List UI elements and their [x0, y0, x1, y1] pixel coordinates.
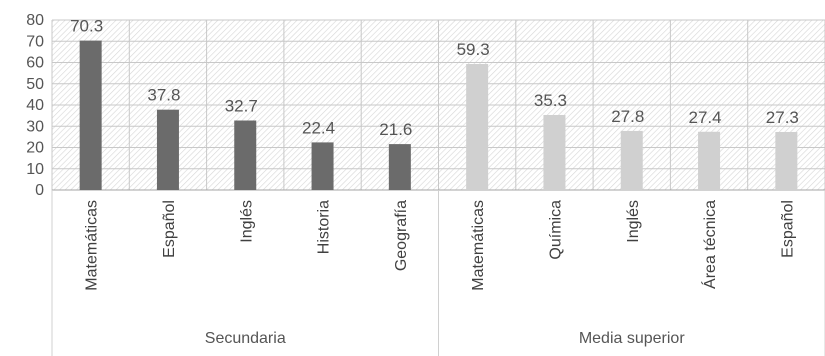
- category-label: Inglés: [625, 200, 642, 243]
- category-label: Historia: [316, 200, 333, 254]
- category-label: Español: [779, 200, 796, 258]
- bar: [156, 109, 179, 190]
- bar: [466, 63, 489, 190]
- y-tick-label: 0: [35, 182, 44, 199]
- bar: [234, 120, 257, 190]
- bar: [775, 131, 798, 190]
- data-label: 27.8: [611, 107, 644, 126]
- category-label: Matemáticas: [470, 200, 487, 291]
- y-tick-label: 50: [26, 76, 44, 93]
- data-label: 27.3: [766, 108, 799, 127]
- data-label: 32.7: [225, 97, 258, 116]
- bar: [311, 142, 334, 190]
- group-label: Secundaria: [205, 330, 286, 347]
- data-label: 70.3: [70, 17, 103, 36]
- data-label: 35.3: [534, 91, 567, 110]
- y-tick-label: 80: [26, 12, 44, 29]
- bar: [698, 131, 721, 190]
- y-tick-label: 40: [26, 97, 44, 114]
- category-label: Inglés: [238, 200, 255, 243]
- y-tick-label: 60: [26, 55, 44, 72]
- bar: [79, 40, 102, 190]
- y-tick-label: 20: [26, 140, 44, 157]
- data-label: 22.4: [302, 118, 335, 137]
- y-tick-label: 30: [26, 118, 44, 135]
- bar: [543, 114, 566, 190]
- y-tick-label: 70: [26, 33, 44, 50]
- category-label: Química: [547, 200, 564, 260]
- y-tick-label: 10: [26, 161, 44, 178]
- bar: [620, 130, 643, 190]
- category-label: Matemáticas: [84, 200, 101, 291]
- category-label: Geografía: [393, 200, 410, 271]
- data-label: 59.3: [457, 40, 490, 59]
- data-label: 21.6: [379, 120, 412, 139]
- bar: [388, 144, 411, 190]
- data-label: 27.4: [689, 108, 722, 127]
- category-label: Español: [161, 200, 178, 258]
- group-label: Media superior: [579, 330, 686, 347]
- category-label: Área técnica: [700, 200, 719, 289]
- data-label: 37.8: [147, 86, 180, 105]
